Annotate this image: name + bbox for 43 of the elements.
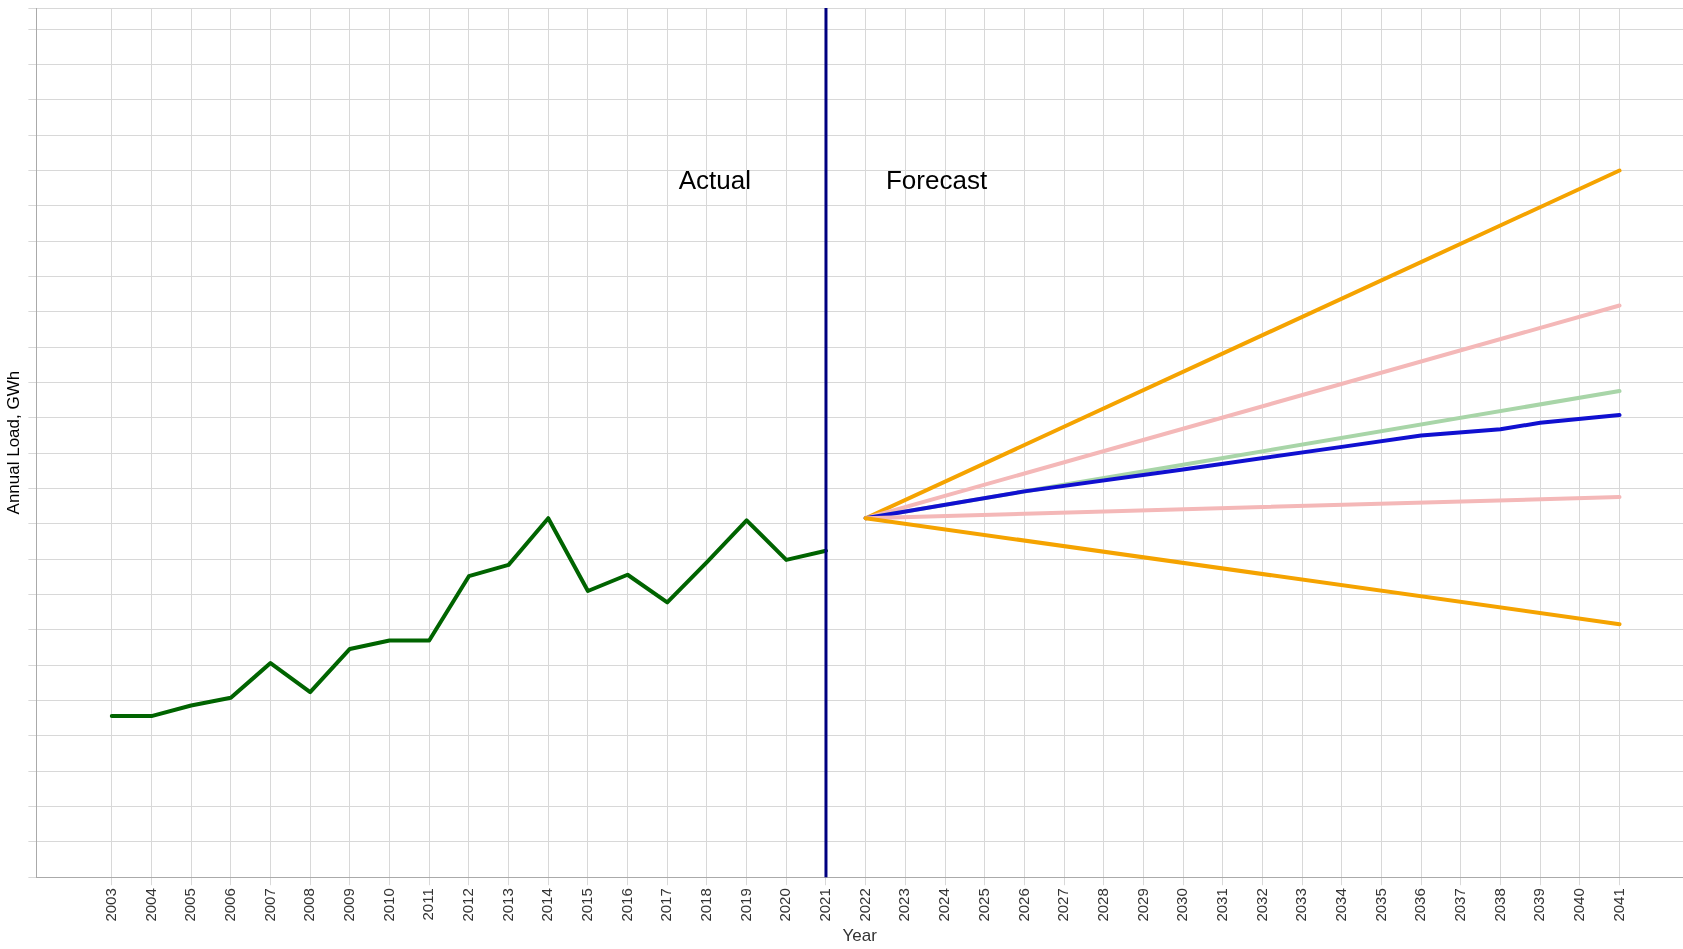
x-tick-label: 2027: [1054, 888, 1072, 922]
x-tick-label: 2014: [538, 888, 556, 922]
x-tick-label: 2021: [816, 888, 834, 922]
x-tick-label: 2013: [498, 888, 516, 922]
x-tick-label: 2018: [697, 888, 715, 922]
x-tick-label: 2036: [1411, 888, 1429, 922]
x-tick-label: 2040: [1569, 888, 1587, 922]
x-tick-label: 2026: [1014, 888, 1032, 922]
x-tick-label: 2020: [776, 888, 794, 922]
x-tick-label: 2007: [260, 888, 278, 922]
x-tick-label: 2025: [974, 888, 992, 922]
x-tick-label: 2009: [339, 888, 357, 922]
x-tick-label: 2023: [895, 888, 913, 922]
x-tick-label: 2012: [459, 888, 477, 922]
x-tick-label: 2017: [657, 888, 675, 922]
x-tick-label: 2031: [1212, 888, 1230, 922]
x-tick-label: 2037: [1450, 888, 1468, 922]
x-tick-label: 2034: [1331, 888, 1349, 922]
x-tick-label: 2032: [1252, 888, 1270, 922]
x-tick-label: 2006: [220, 888, 238, 922]
x-tick-label: 2005: [181, 888, 199, 922]
x-tick-label: 2030: [1173, 888, 1191, 922]
x-tick-label: 2008: [300, 888, 318, 922]
x-tick-label: 2039: [1530, 888, 1548, 922]
x-tick-label: 2028: [1093, 888, 1111, 922]
x-tick-label: 2011: [419, 888, 437, 921]
y-axis-title: Annual Load, GWh: [3, 370, 23, 515]
x-tick-label: 2029: [1133, 888, 1151, 922]
x-tick-label: 2015: [578, 888, 596, 922]
x-tick-label: 2016: [617, 888, 635, 922]
x-tick-label: 2033: [1292, 888, 1310, 922]
x-tick-label: 2010: [379, 888, 397, 922]
annotation: Forecast: [885, 165, 988, 196]
x-tick-label: 2004: [141, 888, 159, 922]
x-tick-label: 2041: [1609, 888, 1627, 922]
x-tick-label: 2019: [736, 888, 754, 922]
x-tick-label: 2035: [1371, 888, 1389, 922]
x-tick-label: 2038: [1490, 888, 1508, 922]
x-tick-label: 2022: [855, 888, 873, 922]
annotation: Actual: [678, 165, 751, 196]
x-tick-label: 2024: [935, 888, 953, 922]
x-axis-title: Year: [842, 926, 878, 946]
x-tick-label: 2003: [101, 888, 119, 922]
